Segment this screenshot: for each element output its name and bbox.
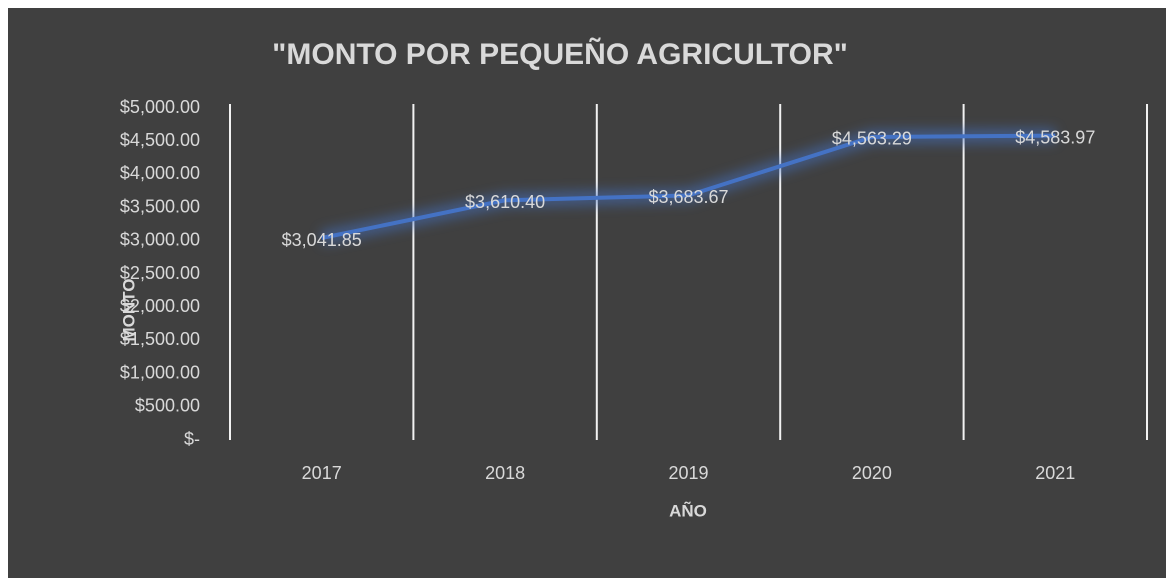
y-tick-label: $1,500.00 bbox=[120, 329, 200, 349]
y-tick-label: $500.00 bbox=[135, 396, 200, 416]
y-tick-label: $4,000.00 bbox=[120, 163, 200, 183]
data-label: $4,583.97 bbox=[1015, 127, 1095, 147]
data-label: $3,041.85 bbox=[282, 230, 362, 250]
y-tick-label: $1,000.00 bbox=[120, 362, 200, 382]
line bbox=[321, 133, 1056, 240]
data-label: $3,610.40 bbox=[465, 192, 545, 212]
y-tick-label: $4,500.00 bbox=[120, 130, 200, 150]
x-tick-label: 2020 bbox=[852, 463, 892, 483]
y-tick-label: $3,000.00 bbox=[120, 230, 200, 250]
chart-background bbox=[8, 8, 1166, 578]
y-tick-label: $3,500.00 bbox=[120, 196, 200, 216]
y-tick-label: $5,000.00 bbox=[120, 97, 200, 117]
y-axis-label: MONTO bbox=[119, 279, 138, 342]
x-axis-label: AÑO bbox=[669, 500, 707, 520]
data-label: $4,563.29 bbox=[832, 129, 912, 149]
chart-title: "MONTO POR PEQUEÑO AGRICULTOR" bbox=[272, 37, 848, 71]
x-tick-label: 2018 bbox=[485, 463, 525, 483]
data-label: $3,683.67 bbox=[648, 187, 728, 207]
y-tick-label: $2,000.00 bbox=[120, 296, 200, 316]
x-tick-label: 2021 bbox=[1035, 463, 1075, 483]
y-tick-label: $2,500.00 bbox=[120, 263, 200, 283]
x-tick-label: 2017 bbox=[302, 463, 342, 483]
x-tick-label: 2019 bbox=[668, 463, 708, 483]
y-tick-label: $- bbox=[184, 429, 200, 449]
